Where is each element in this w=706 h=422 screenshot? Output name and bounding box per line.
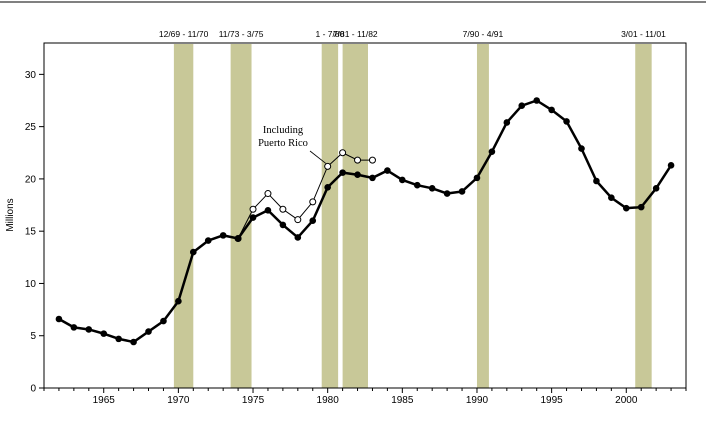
y-tick-label: 10 [25,279,37,290]
y-axis-label: Millions [5,198,16,231]
data-point-main [548,106,555,114]
y-tick-label: 30 [25,70,37,81]
y-tick-label: 25 [25,122,37,133]
data-point-main [637,203,645,211]
data-point-puerto-rico [294,216,302,224]
x-tick-label: 1985 [391,395,414,406]
recession-band [321,44,339,388]
data-point-main [354,171,361,179]
data-point-main [249,214,257,221]
data-point-main [667,162,675,169]
data-point-main [503,119,511,126]
data-point-main [473,174,481,182]
data-point-main [652,185,660,192]
y-tick-label: 15 [25,227,37,238]
recession-label: 3/01 - 11/01 [621,29,666,39]
annotation-text: Including [263,125,304,136]
data-point-main [578,145,585,152]
data-point-main [339,169,346,176]
y-tick-label: 0 [30,384,36,395]
recession-band [342,44,368,388]
recession-label: 7/90 - 4/91 [463,29,504,39]
data-point-puerto-rico [324,162,332,170]
data-point-main [458,188,466,195]
x-tick-label: 2000 [615,395,638,406]
data-point-puerto-rico [249,205,257,213]
data-point-puerto-rico [354,156,362,164]
y-tick-label: 5 [30,331,36,342]
data-point-main [85,326,93,333]
data-point-main [219,232,227,239]
data-point-main [608,194,615,202]
recession-band [173,44,194,388]
recession-label: 7/81 - 11/82 [333,29,378,39]
data-point-main [309,217,317,225]
data-point-main [204,237,212,244]
data-point-main [264,206,272,214]
data-point-main [622,204,630,212]
recession-band [635,44,652,388]
x-tick-label: 1980 [317,395,340,406]
data-point-main [145,328,152,335]
data-point-main [70,324,78,331]
data-point-main [55,315,63,323]
x-tick-label: 1990 [466,395,489,406]
data-point-main [279,221,287,229]
data-point-main [413,181,421,189]
data-point-puerto-rico [339,149,347,157]
data-point-puerto-rico [368,156,376,164]
data-point-main [384,167,391,174]
data-point-main [563,118,570,125]
x-tick-label: 1975 [242,395,265,406]
y-tick-label: 20 [25,174,37,185]
recession-band [230,44,252,388]
data-point-main [175,297,182,305]
annotation-leader [309,150,326,164]
data-point-puerto-rico [264,190,272,198]
data-point-main [369,174,376,182]
data-point-main [533,97,540,104]
plot-frame [43,42,687,389]
data-point-main [115,335,122,343]
series-line-puerto-rico [237,152,373,239]
annotations: Including Puerto Rico [258,125,326,164]
data-point-puerto-rico [279,205,287,213]
series-layer [55,97,675,346]
recession-label: 12/69 - 11/70 [159,29,209,39]
data-point-main [399,176,406,184]
data-point-puerto-rico [309,198,317,206]
data-point-main [518,102,526,110]
data-point-main [428,185,436,192]
data-point-main [294,234,302,241]
data-point-main [234,235,242,242]
x-tick-label: 1965 [93,395,116,406]
recession-label: 11/73 - 3/75 [219,29,264,39]
data-point-main [160,317,167,325]
x-tick-label: 1995 [541,395,564,406]
recession-label: 1 - 7/80 [315,29,344,39]
data-point-main [324,183,331,191]
data-point-main [593,177,600,185]
recession-bands: 12/69 - 11/70 11/73 - 3/75 1 - 7/807/81 - … [159,29,666,388]
data-point-main [443,190,451,197]
data-point-main [130,338,137,346]
data-point-main [100,330,108,337]
data-point-main [488,148,496,156]
data-point-main [190,248,197,256]
x-tick-label: 1970 [167,395,190,406]
recession-band [476,44,489,388]
annotation-text: Puerto Rico [258,138,308,149]
axes: 1965 1970 1975 1980 1985 1990 1995 2000 0 5 10 15 20… [25,70,687,406]
